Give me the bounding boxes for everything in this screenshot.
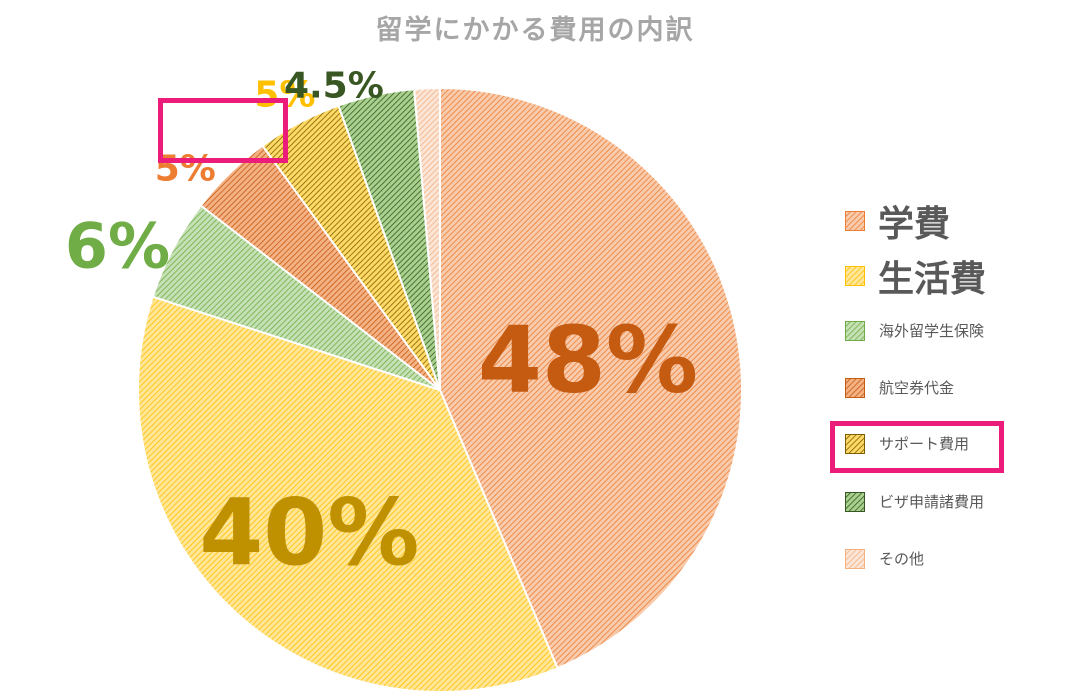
legend-swatch — [845, 211, 865, 231]
legend-label: 海外留学生保険 — [879, 322, 985, 340]
data-label-2: 40% — [199, 479, 419, 586]
pie-slice-7 — [413, 86, 441, 391]
legend-item-5: サポート費用 — [845, 433, 969, 454]
legend-label: 航空券代金 — [879, 379, 955, 397]
legend-swatch — [845, 266, 865, 286]
data-label-1: 48% — [478, 307, 698, 414]
pie-slice-1 — [439, 86, 743, 670]
legend-label: ビザ申請諸費用 — [879, 493, 985, 511]
legend-swatch — [845, 548, 865, 569]
legend-label: 学費 — [878, 204, 951, 245]
highlight-box-legend-item — [830, 421, 1004, 473]
legend-label: その他 — [879, 550, 925, 568]
legend-item-2: 生活費 — [845, 250, 986, 302]
data-label-6: 4.5% — [284, 66, 384, 107]
legend-item-3: 海外留学生保険 — [845, 320, 984, 341]
chart-title: 留学にかかる費用の内訳 — [375, 15, 695, 46]
legend-item-7: その他 — [845, 548, 924, 569]
data-label-3: 6% — [65, 210, 170, 283]
legend-label: 生活費 — [878, 259, 987, 300]
legend-swatch — [845, 377, 865, 398]
legend-item-1: 学費 — [845, 195, 950, 247]
legend-label: サポート費用 — [879, 435, 970, 453]
data-label-4: 5% — [155, 149, 216, 190]
legend-item-6: ビザ申請諸費用 — [845, 491, 984, 512]
legend-swatch — [845, 320, 865, 341]
legend-swatch — [845, 433, 865, 454]
legend-item-4: 航空券代金 — [845, 377, 954, 398]
pie-slice-2 — [137, 295, 559, 693]
legend-swatch — [845, 491, 865, 512]
highlight-box-slice-label — [158, 98, 288, 163]
